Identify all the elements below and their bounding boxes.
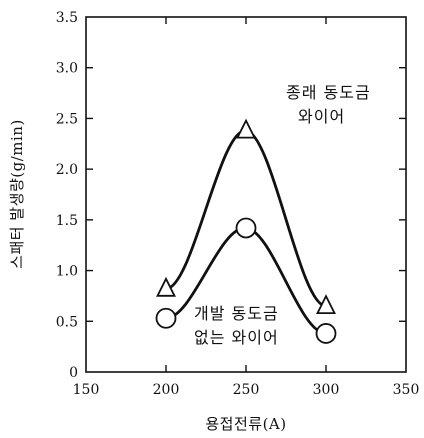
y-axis-title: 스패터 발생량(g/min) <box>8 119 26 269</box>
y-tick-label-3: 1.5 <box>56 213 78 229</box>
series-1-annotation-line1: 종래 동도금 <box>286 83 371 102</box>
series-2-point-2 <box>315 323 337 344</box>
y-tick-label-4: 2.0 <box>56 162 78 178</box>
y-tick-label-1: 0.5 <box>56 314 78 330</box>
series-1-point-2 <box>316 294 336 315</box>
series-1-point-0 <box>156 276 176 297</box>
x-axis-ticks: 150 200 250 300 350 <box>73 17 420 398</box>
y-tick-label-6: 3.0 <box>56 61 78 77</box>
y-axis-ticks: 0 0.5 1.0 1.5 2.0 2.5 3.0 3.5 <box>56 10 406 381</box>
x-tick-label-1: 200 <box>153 382 180 398</box>
x-tick-label-2: 250 <box>233 382 260 398</box>
series-1-point-1 <box>236 118 256 139</box>
series-layer <box>155 118 337 344</box>
x-tick-label-0: 150 <box>73 382 100 398</box>
series-2-point-1 <box>235 217 257 239</box>
x-tick-label-3: 300 <box>313 382 340 398</box>
y-tick-label-7: 3.5 <box>56 10 78 26</box>
x-axis-title: 용접전류(A) <box>205 415 286 433</box>
series-annotations: 종래 동도금 와이어 개발 동도금 없는 와이어 <box>194 83 371 347</box>
y-tick-label-5: 2.5 <box>56 111 78 127</box>
series-2-point-0 <box>155 307 177 329</box>
series-2-annotation-line2: 없는 와이어 <box>194 328 279 347</box>
y-tick-label-2: 1.0 <box>56 264 78 280</box>
x-tick-label-4: 350 <box>393 382 420 398</box>
series-2-annotation-line1: 개발 동도금 <box>194 304 279 323</box>
series-1-annotation-line2: 와이어 <box>298 107 345 126</box>
plot-area: 0 0.5 1.0 1.5 2.0 2.5 3.0 3.5 150 200 250 300 350 <box>56 10 420 398</box>
y-tick-label-0: 0 <box>69 365 78 381</box>
